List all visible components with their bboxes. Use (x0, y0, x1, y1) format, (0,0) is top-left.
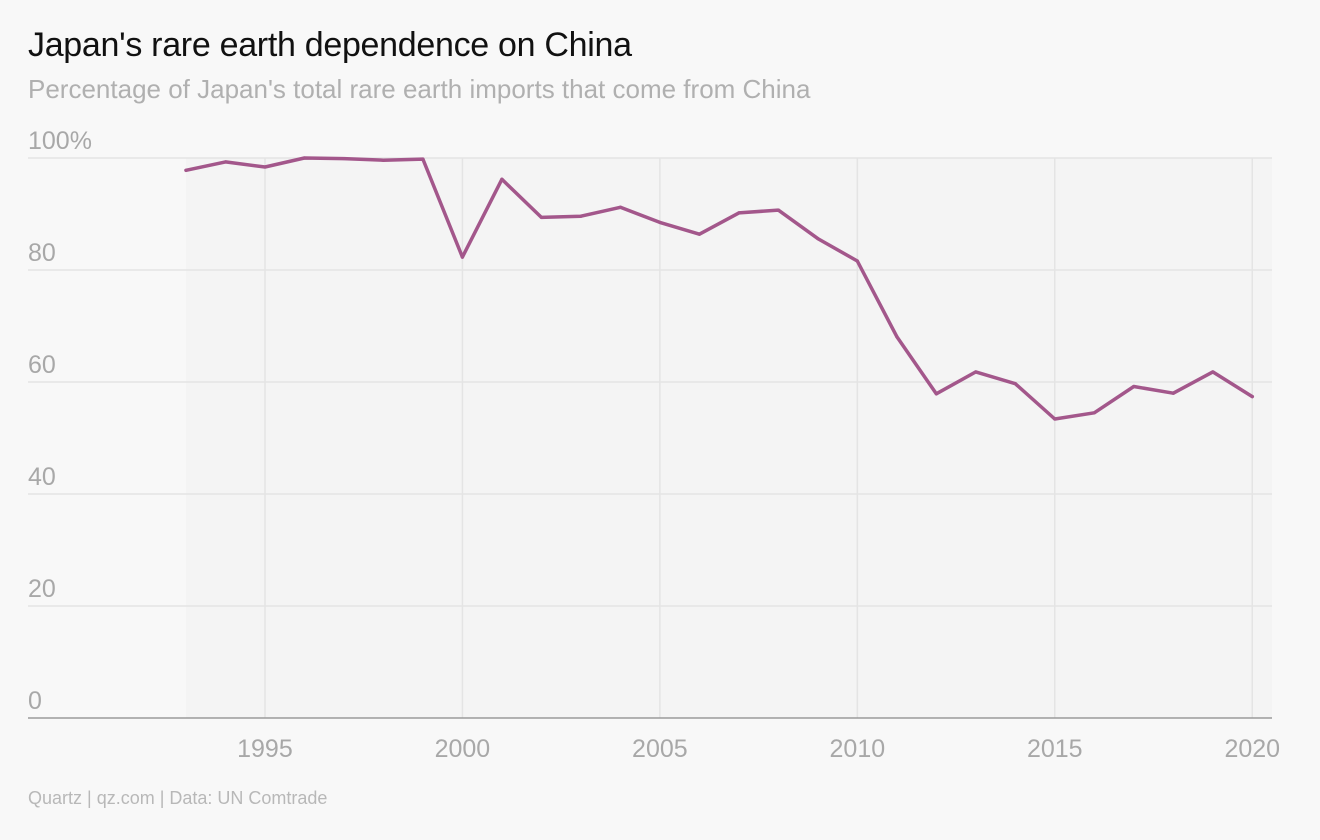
series-layer (184, 156, 1255, 421)
data-point (895, 335, 899, 339)
data-point (974, 370, 978, 374)
x-tick-label: 2010 (830, 735, 886, 763)
y-tick-label: 20 (28, 575, 56, 603)
y-tick-label: 0 (28, 687, 42, 715)
data-point (1132, 384, 1136, 389)
x-tick-label: 2005 (632, 735, 688, 763)
data-point (421, 157, 425, 161)
axes: 0 20 40 60 80 100% 1995 2000 2005 2010 2015 2020 (28, 127, 1280, 763)
data-point (1092, 411, 1096, 415)
data-point (816, 237, 820, 241)
x-tick-label: 2000 (435, 735, 491, 763)
data-point (579, 214, 583, 218)
data-point (184, 168, 188, 172)
data-point (737, 211, 741, 215)
data-point (934, 392, 938, 396)
x-tick-label: 2015 (1027, 735, 1083, 763)
chart-title: Japan's rare earth dependence on China (28, 26, 632, 64)
x-tick-label: 1995 (237, 735, 293, 763)
y-tick-label: 60 (28, 351, 56, 379)
data-point (500, 177, 504, 181)
data-point (1171, 391, 1175, 395)
data-point (223, 160, 228, 164)
data-point (658, 220, 662, 224)
chart-subtitle: Percentage of Japan's total rare earth i… (28, 74, 811, 104)
data-point (618, 205, 622, 209)
data-point (460, 255, 465, 259)
grid (28, 157, 1272, 718)
data-point (539, 215, 543, 219)
data-point (1211, 370, 1215, 374)
y-tick-label: 100% (28, 127, 92, 155)
data-point (1053, 417, 1057, 421)
data-span-band (185, 158, 1272, 718)
data-point (263, 165, 267, 169)
data-point (776, 208, 780, 212)
data-point (855, 259, 859, 263)
y-tick-label: 80 (28, 239, 56, 267)
source-credit: Quartz | qz.com | Data: UN Comtrade (28, 788, 328, 808)
series-line (184, 156, 1255, 421)
data-point (1013, 382, 1017, 386)
data-point (1250, 394, 1254, 399)
y-tick-label: 40 (28, 463, 56, 491)
data-point (697, 232, 701, 236)
data-point (381, 158, 386, 162)
data-point (342, 156, 346, 161)
x-tick-label: 2020 (1224, 735, 1280, 763)
data-point (302, 156, 307, 160)
